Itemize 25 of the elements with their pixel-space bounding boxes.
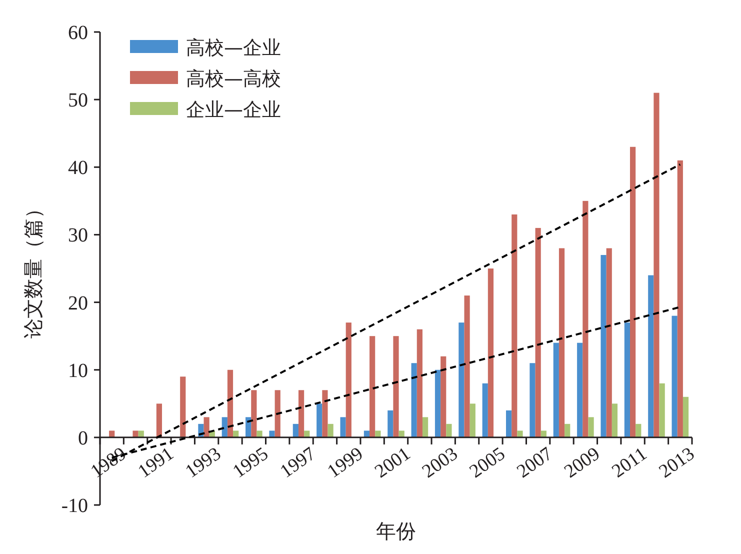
x-tick-label: 2005: [466, 443, 510, 482]
y-tick-label: 20: [68, 292, 88, 314]
x-tick-label: 2009: [560, 443, 604, 482]
y-tick-label: 40: [68, 157, 88, 180]
y-tick-label: 50: [68, 90, 88, 112]
y-axis-title: 论文数量（篇）: [23, 198, 45, 338]
x-tick-label: 1995: [229, 443, 272, 482]
x-axis-title: 年份: [376, 521, 416, 543]
x-tick-label: 2001: [371, 443, 414, 482]
x-tick-label: 1993: [182, 443, 225, 482]
legend-label: 高校—企业: [186, 37, 281, 59]
y-tick-label: -10: [61, 495, 88, 517]
y-tick-label: 10: [68, 360, 88, 382]
x-tick-label: 2003: [418, 443, 462, 482]
x-tick-label: 2013: [655, 443, 699, 482]
y-tick-label: 0: [78, 427, 88, 450]
x-tick-label: 2011: [608, 444, 651, 482]
x-tick-label: 1999: [324, 443, 368, 482]
legend-label: 企业—企业: [186, 99, 281, 121]
x-tick-label: 1991: [134, 443, 178, 482]
y-tick-label: 30: [68, 224, 88, 247]
legend-label: 高校—高校: [186, 68, 281, 90]
x-tick-label: 1997: [276, 443, 320, 482]
x-tick-label: 2007: [513, 443, 557, 482]
y-tick-label: 60: [68, 22, 88, 44]
